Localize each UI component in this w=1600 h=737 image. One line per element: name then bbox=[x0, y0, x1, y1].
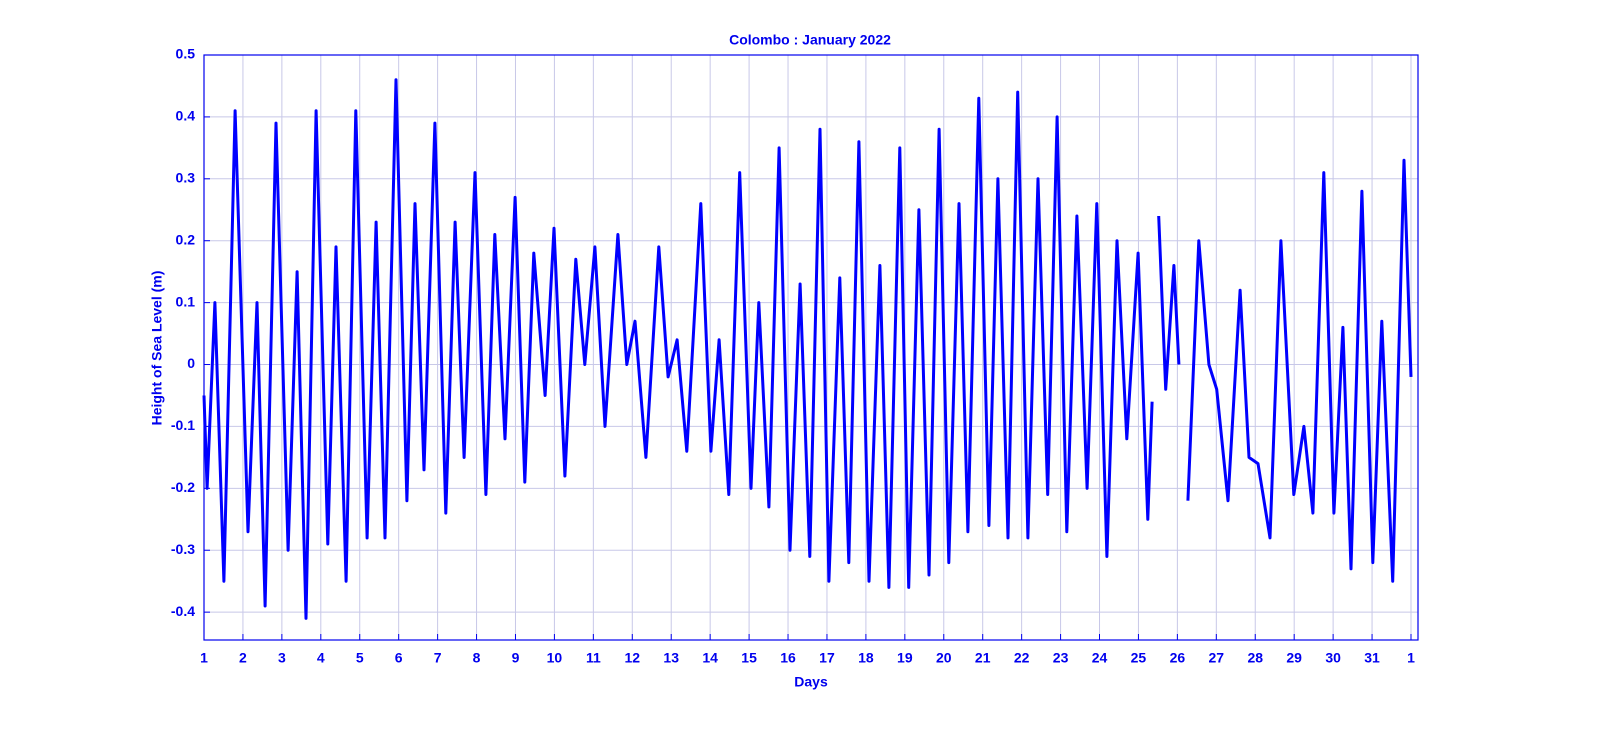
x-tick-label: 2 bbox=[239, 650, 247, 666]
x-tick-label: 29 bbox=[1286, 650, 1302, 666]
x-tick-label: 17 bbox=[819, 650, 835, 666]
x-tick-label: 25 bbox=[1131, 650, 1147, 666]
y-tick-label: -0.4 bbox=[171, 603, 195, 619]
y-tick-label: -0.2 bbox=[171, 479, 195, 495]
x-tick-label: 10 bbox=[547, 650, 563, 666]
x-axis-label: Days bbox=[794, 674, 828, 690]
y-tick-label: 0.1 bbox=[176, 293, 196, 309]
x-tick-label: 1 bbox=[200, 650, 208, 666]
x-tick-label: 4 bbox=[317, 650, 325, 666]
x-tick-label: 21 bbox=[975, 650, 991, 666]
x-tick-label: 30 bbox=[1325, 650, 1341, 666]
x-tick-label: 19 bbox=[897, 650, 913, 666]
x-tick-label: 16 bbox=[780, 650, 796, 666]
x-tick-label: 12 bbox=[624, 650, 640, 666]
x-tick-label: 18 bbox=[858, 650, 874, 666]
x-tick-label: 6 bbox=[395, 650, 403, 666]
x-tick-label: 1 bbox=[1407, 650, 1415, 666]
y-tick-label: -0.1 bbox=[171, 417, 195, 433]
x-tick-label: 7 bbox=[434, 650, 442, 666]
x-tick-label: 11 bbox=[586, 650, 601, 666]
x-tick-label: 22 bbox=[1014, 650, 1030, 666]
x-tick-label: 5 bbox=[356, 650, 364, 666]
x-tick-label: 24 bbox=[1092, 650, 1108, 666]
x-tick-label: 15 bbox=[741, 650, 757, 666]
x-tick-label: 3 bbox=[278, 650, 286, 666]
x-tick-label: 26 bbox=[1170, 650, 1186, 666]
x-tick-label: 31 bbox=[1364, 650, 1380, 666]
chart-title: Colombo : January 2022 bbox=[729, 32, 891, 48]
x-tick-label: 8 bbox=[473, 650, 481, 666]
x-tick-label: 20 bbox=[936, 650, 952, 666]
sea-level-line bbox=[202, 78, 1413, 620]
y-axis-label: Height of Sea Level (m) bbox=[149, 271, 165, 426]
x-tick-label: 14 bbox=[702, 650, 718, 666]
x-tick-label: 13 bbox=[663, 650, 679, 666]
x-tick-label: 9 bbox=[512, 650, 520, 666]
x-tick-label: 27 bbox=[1209, 650, 1225, 666]
y-tick-label: 0 bbox=[187, 355, 195, 371]
y-tick-label: 0.4 bbox=[176, 108, 196, 124]
y-tick-label: 0.5 bbox=[176, 46, 196, 62]
x-tick-label: 28 bbox=[1247, 650, 1263, 666]
y-tick-label: 0.2 bbox=[176, 231, 196, 247]
x-tick-label: 23 bbox=[1053, 650, 1069, 666]
y-tick-label: 0.3 bbox=[176, 170, 196, 186]
plot-frame bbox=[203, 54, 1419, 641]
y-tick-label: -0.3 bbox=[171, 541, 195, 557]
